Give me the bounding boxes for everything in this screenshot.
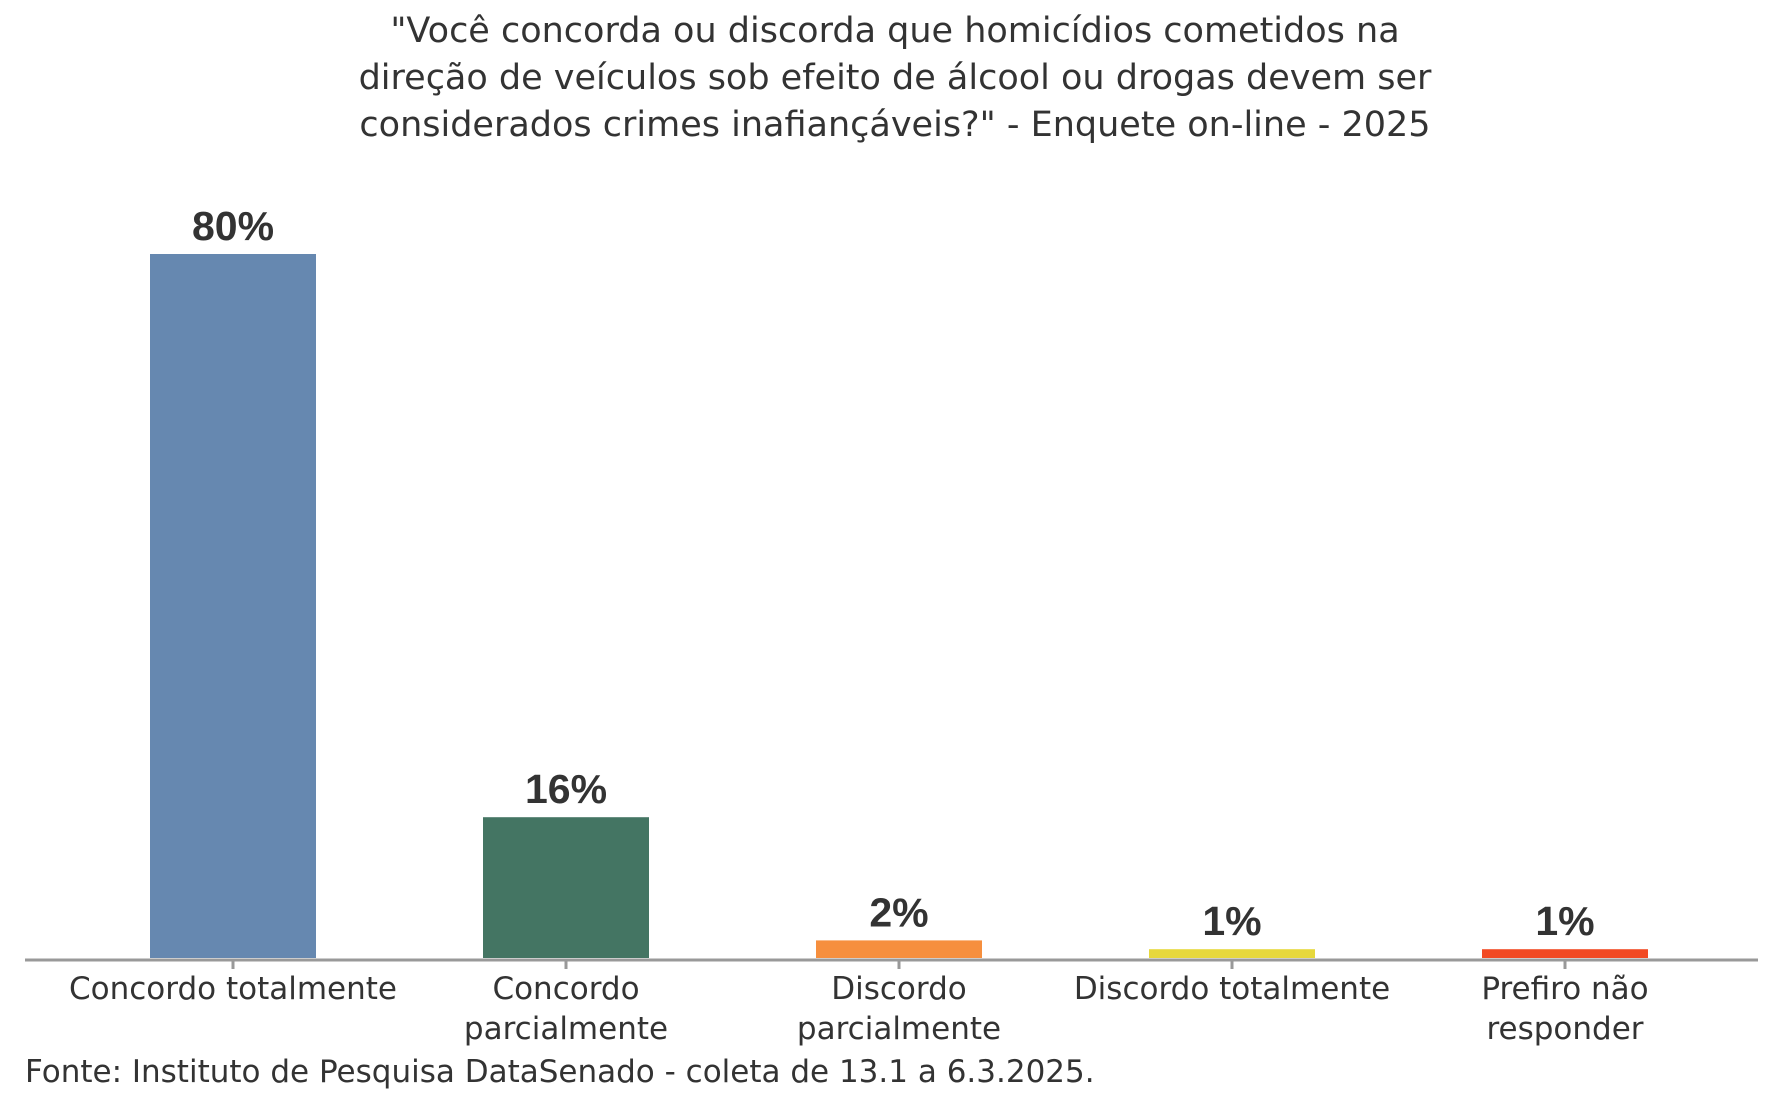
chart-title-line: "Você concorda ou discorda que homicídio… [390, 11, 1400, 51]
chart-title-line: direção de veículos sob efeito de álcool… [358, 58, 1432, 98]
bar [1482, 949, 1648, 958]
chart-title-line: considerados crimes inafiançáveis?" - En… [359, 105, 1431, 145]
x-tick-label: parcialmente [464, 1011, 668, 1047]
x-tick-label: parcialmente [797, 1011, 1001, 1047]
bar [150, 254, 316, 958]
x-tick-label: Discordo [831, 971, 967, 1007]
x-tick-label: Concordo totalmente [69, 971, 397, 1007]
source-note: Fonte: Instituto de Pesquisa DataSenado … [25, 1054, 1095, 1090]
bar [483, 817, 649, 958]
data-label: 80% [192, 203, 274, 249]
x-tick-label: Concordo [492, 971, 639, 1007]
bars: 80% Concordo totalmente 16% Concordo parcial… [69, 203, 1649, 1047]
data-label: 1% [1202, 898, 1261, 944]
x-tick-label: Prefiro não [1481, 971, 1648, 1007]
data-label: 16% [525, 766, 607, 812]
bar [816, 940, 982, 958]
data-label: 1% [1535, 898, 1594, 944]
x-tick-label: Discordo totalmente [1074, 971, 1390, 1007]
data-label: 2% [869, 889, 928, 935]
bar [1149, 949, 1315, 958]
chart-title: "Você concorda ou discorda que homicídio… [0, 8, 1772, 149]
x-tick-label: responder [1486, 1011, 1643, 1047]
